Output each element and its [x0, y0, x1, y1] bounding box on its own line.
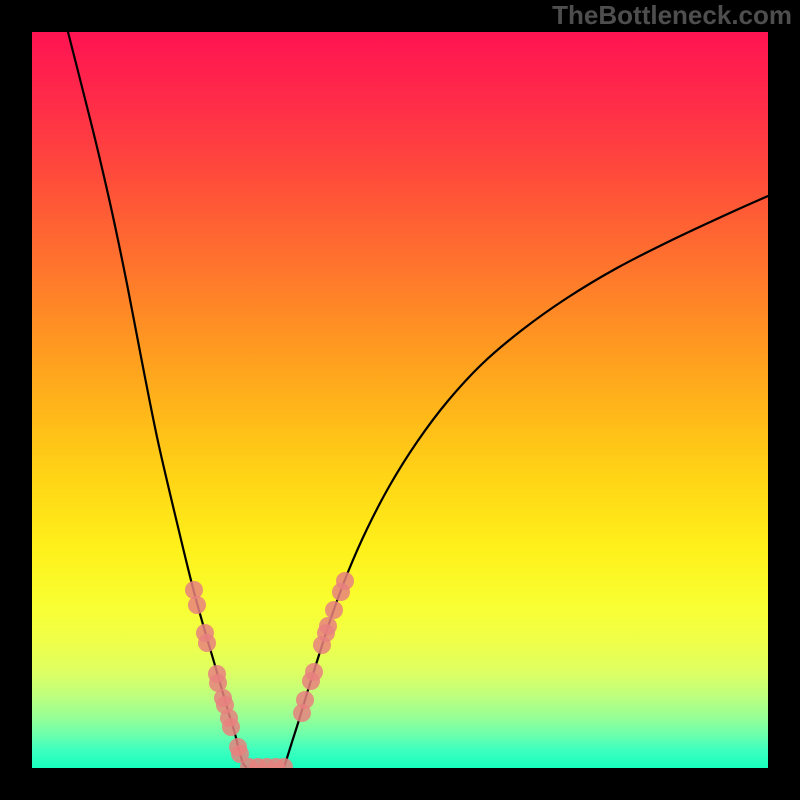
marker-point	[325, 601, 343, 619]
marker-group	[185, 572, 354, 768]
marker-point	[198, 634, 216, 652]
plot-area	[32, 32, 768, 768]
marker-point	[305, 663, 323, 681]
marker-point	[319, 617, 337, 635]
chart-stage: TheBottleneck.com	[0, 0, 800, 800]
marker-point	[188, 596, 206, 614]
marker-point	[185, 581, 203, 599]
marker-point	[222, 718, 240, 736]
bottleneck-curve-right	[284, 196, 768, 767]
bottleneck-curve-left	[68, 32, 246, 767]
watermark-label: TheBottleneck.com	[552, 0, 792, 31]
marker-point	[296, 691, 314, 709]
marker-point	[336, 572, 354, 590]
chart-svg	[32, 32, 768, 768]
